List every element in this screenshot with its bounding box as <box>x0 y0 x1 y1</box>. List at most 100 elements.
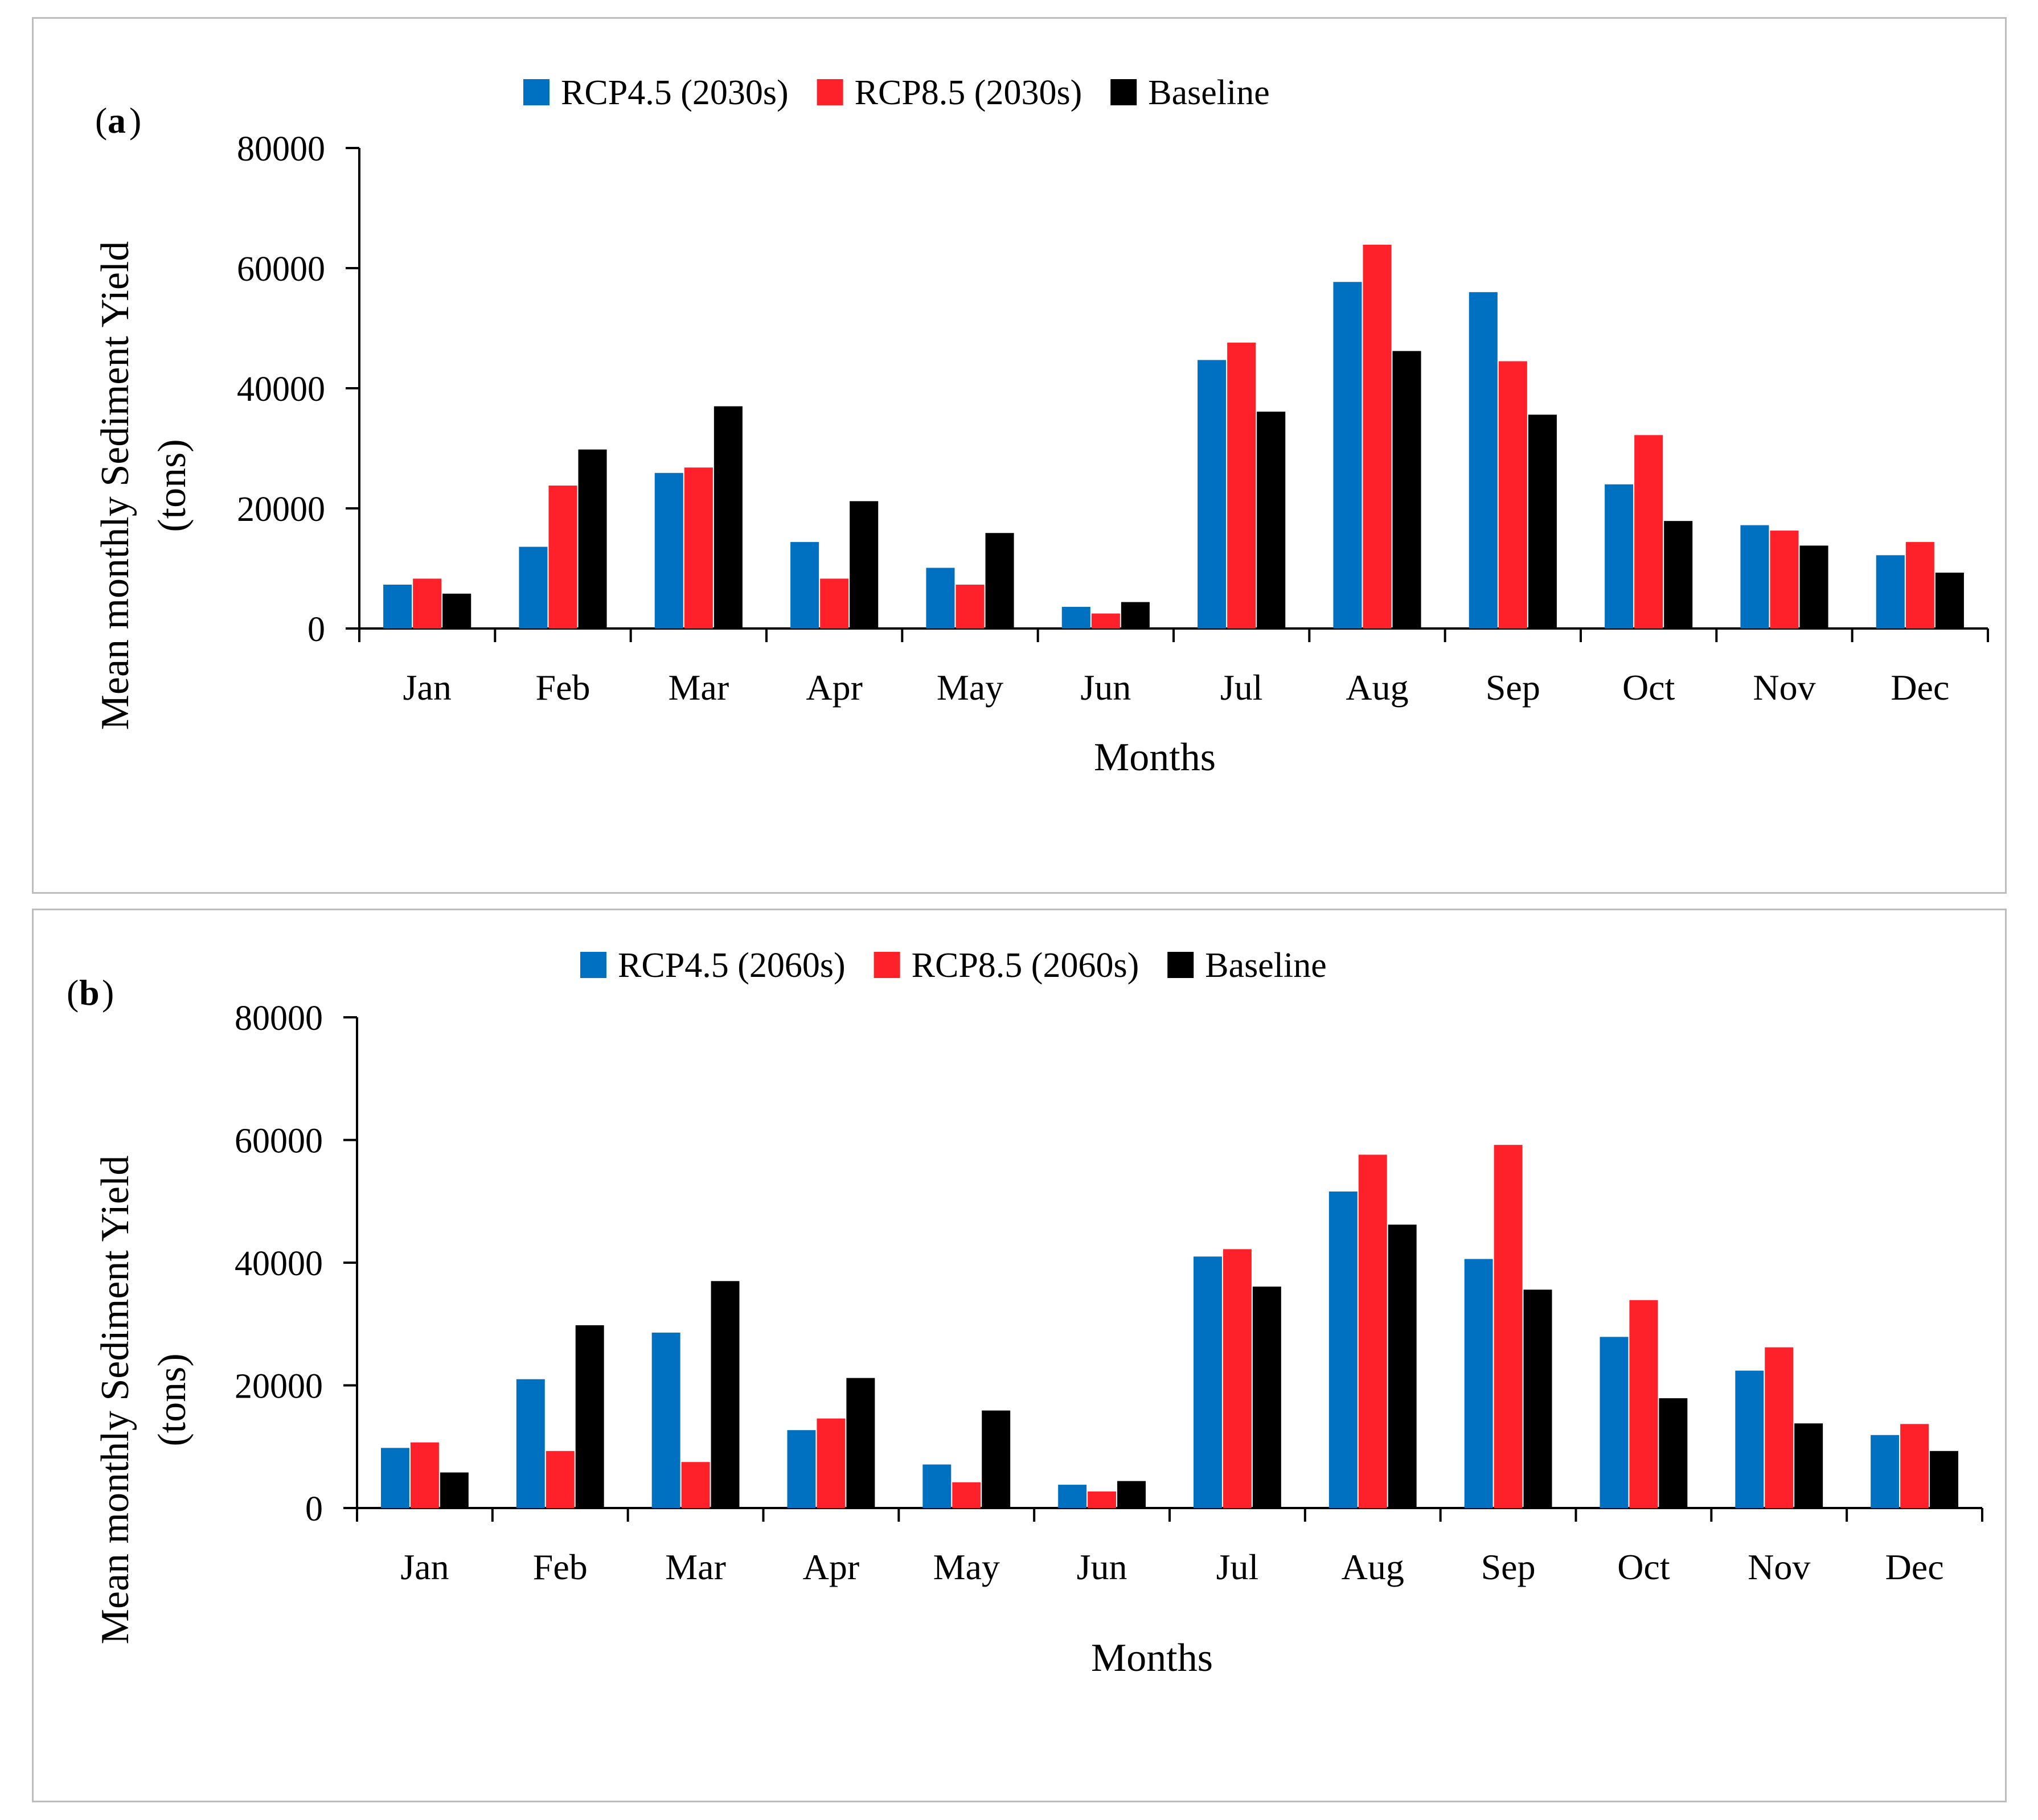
bar-rcp85-oct <box>1634 435 1663 628</box>
x-tick-label: Jul <box>1220 667 1263 708</box>
legend-label-rcp45: RCP4.5 (2060s) <box>618 946 846 985</box>
bars-b <box>380 1145 1959 1508</box>
legend-a: RCP4.5 (2030s) RCP8.5 (2030s) Baseline <box>523 73 1270 112</box>
legend-swatch-rcp45 <box>580 952 606 978</box>
x-tick-label: Dec <box>1885 1547 1944 1587</box>
bar-baseline-may <box>982 1410 1011 1508</box>
y-axis-title-a-line2: (tons) <box>150 439 194 532</box>
y-axis-title-a-line1: Mean monthly Sediment Yield <box>93 241 137 730</box>
x-tick-label: Feb <box>536 667 591 708</box>
bar-rcp85-jul <box>1227 342 1256 628</box>
bar-rcp45-may <box>926 568 955 628</box>
legend-label-baseline: Baseline <box>1205 946 1327 985</box>
legend-label-rcp85: RCP8.5 (2060s) <box>912 946 1139 985</box>
bar-baseline-jan <box>440 1472 469 1508</box>
bar-rcp45-aug <box>1333 282 1362 628</box>
bar-rcp45-apr <box>790 542 819 628</box>
bar-rcp45-jul <box>1193 1256 1222 1508</box>
bar-rcp45-may <box>922 1464 952 1508</box>
bar-rcp45-dec <box>1871 1435 1900 1508</box>
panel-a-label-open: ( <box>95 100 107 141</box>
x-tick-label: Oct <box>1617 1547 1670 1587</box>
y-tick-label: 80000 <box>235 999 323 1038</box>
legend-label-rcp85: RCP8.5 (2030s) <box>855 73 1082 112</box>
bar-baseline-sep <box>1528 414 1557 628</box>
bar-rcp85-may <box>956 584 985 628</box>
bars-a <box>383 244 1964 629</box>
x-tick-label: Dec <box>1891 667 1949 708</box>
y-tick-label: 60000 <box>235 1122 323 1161</box>
panel-a-label-letter: a <box>108 100 126 141</box>
bar-baseline-mar <box>713 406 743 628</box>
bar-rcp85-jun <box>1091 613 1120 628</box>
bar-baseline-dec <box>1930 1451 1959 1508</box>
y-tick-label: 60000 <box>237 250 325 289</box>
bar-rcp85-jan <box>413 578 442 628</box>
bar-baseline-jan <box>442 593 471 628</box>
bar-rcp85-apr <box>817 1418 846 1508</box>
x-axis-title-a: Months <box>1094 736 1216 779</box>
bar-rcp45-apr <box>787 1430 816 1508</box>
bar-rcp45-oct <box>1605 484 1634 628</box>
bar-baseline-jul <box>1252 1287 1281 1508</box>
x-tick-label: Sep <box>1486 667 1540 708</box>
x-axis-a: Jan Feb Mar Apr May Jun Jul Aug Sep Oct Nov Dec <box>358 627 1989 708</box>
bar-baseline-nov <box>1794 1423 1823 1508</box>
bar-baseline-oct <box>1664 521 1693 628</box>
x-tick-label: Mar <box>665 1547 726 1587</box>
x-axis-title-b: Months <box>1091 1636 1213 1680</box>
bar-rcp45-jan <box>383 584 412 628</box>
x-tick-label: Apr <box>803 1547 860 1587</box>
panel-a-label-close: ) <box>129 100 141 141</box>
bar-rcp45-mar <box>654 473 683 628</box>
bar-baseline-aug <box>1392 351 1421 628</box>
legend-swatch-rcp85 <box>817 79 843 105</box>
bar-rcp45-aug <box>1328 1192 1358 1508</box>
bar-rcp45-oct <box>1600 1337 1629 1508</box>
x-tick-label: Nov <box>1748 1547 1810 1587</box>
x-tick-label: Mar <box>669 667 729 708</box>
legend-swatch-rcp45 <box>523 79 550 105</box>
y-tick-label: 20000 <box>235 1367 323 1406</box>
bar-rcp85-jun <box>1088 1491 1117 1508</box>
bar-rcp45-feb <box>519 547 548 628</box>
y-axis-title-b-line2: (tons) <box>150 1353 194 1446</box>
legend-swatch-baseline <box>1110 79 1137 105</box>
bar-rcp45-nov <box>1735 1370 1764 1508</box>
x-tick-label: Aug <box>1346 667 1408 708</box>
bar-rcp85-oct <box>1629 1300 1658 1508</box>
bar-rcp85-aug <box>1363 244 1392 629</box>
bar-rcp85-jan <box>410 1442 439 1508</box>
bar-rcp45-mar <box>651 1332 680 1508</box>
bar-rcp85-jul <box>1223 1249 1252 1508</box>
bar-baseline-apr <box>850 501 879 628</box>
bar-rcp85-feb <box>548 485 577 628</box>
x-tick-label: Nov <box>1753 667 1815 708</box>
panel-b-label-open: ( <box>67 972 79 1013</box>
bar-rcp45-feb <box>516 1379 545 1508</box>
bar-rcp85-dec <box>1905 542 1934 628</box>
y-tick-label: 40000 <box>237 370 325 409</box>
bar-baseline-feb <box>575 1325 604 1508</box>
bar-rcp45-jan <box>380 1448 409 1508</box>
chart-a: ( a ) RCP4.5 (2030s) RCP8.5 (2030s) Baseli… <box>93 73 1989 779</box>
x-tick-label: Jan <box>400 1547 449 1587</box>
x-tick-label: Apr <box>806 667 863 708</box>
bar-baseline-jul <box>1257 412 1286 628</box>
x-tick-label: Sep <box>1481 1547 1536 1587</box>
panel-b-label-close: ) <box>102 972 114 1013</box>
bar-rcp45-jun <box>1061 607 1090 628</box>
bar-baseline-jun <box>1117 1481 1146 1508</box>
bar-baseline-feb <box>578 449 607 628</box>
bar-rcp45-nov <box>1740 525 1769 628</box>
y-tick-label: 0 <box>307 610 325 649</box>
y-axis-a: 0 20000 40000 60000 80000 <box>237 130 360 649</box>
x-tick-label: Jul <box>1216 1547 1259 1587</box>
y-tick-label: 0 <box>305 1490 323 1529</box>
x-tick-label: Aug <box>1342 1547 1404 1587</box>
bar-baseline-nov <box>1799 545 1828 628</box>
bar-rcp85-dec <box>1900 1424 1929 1508</box>
bar-rcp45-jun <box>1058 1485 1087 1508</box>
x-tick-label: Feb <box>533 1547 588 1587</box>
bar-baseline-may <box>985 533 1014 628</box>
